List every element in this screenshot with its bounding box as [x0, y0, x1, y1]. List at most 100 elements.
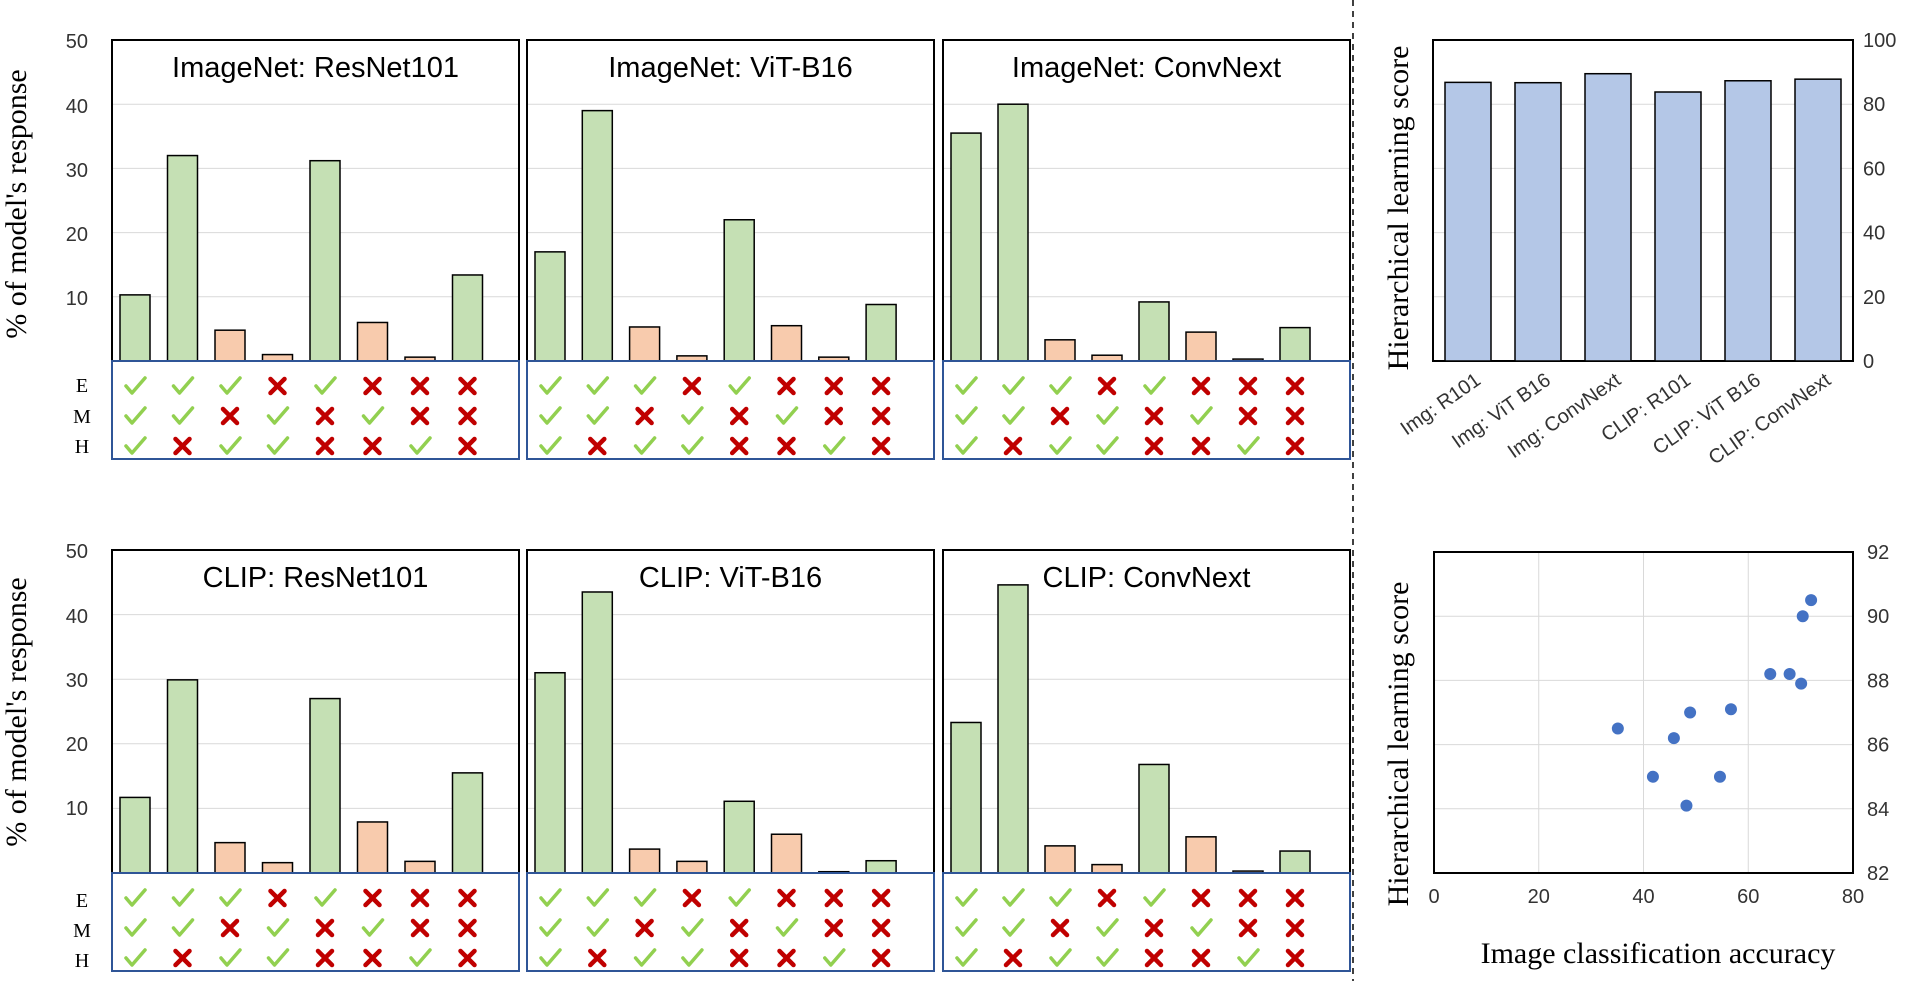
scatter-ytick: 90	[1867, 606, 1889, 628]
cross-icon	[871, 948, 891, 968]
check-icon	[728, 376, 751, 395]
cross-icon	[315, 948, 335, 968]
cross-icon	[777, 948, 796, 968]
check-icon	[361, 406, 385, 425]
cross-icon	[458, 918, 477, 938]
bar-4	[676, 860, 708, 874]
ylabel-top: % of model's response	[0, 69, 33, 339]
bar-6	[1185, 331, 1217, 362]
bar-5	[723, 800, 755, 874]
check-icon	[171, 406, 195, 425]
bar-8	[451, 274, 484, 362]
score-xtick: CLIP: ConvNext	[1705, 369, 1835, 470]
check-icon	[1237, 436, 1260, 455]
check-icon	[266, 436, 290, 455]
cross-icon	[1003, 948, 1023, 968]
scatter-xtick: 0	[1428, 886, 1439, 908]
check-icon	[219, 888, 242, 907]
row-label-e-top: E	[76, 375, 88, 397]
cross-icon	[1144, 406, 1164, 426]
cross-icon	[871, 888, 891, 908]
cross-icon	[824, 918, 844, 938]
check-icon	[266, 406, 290, 425]
bar-8	[1279, 326, 1311, 362]
score-bar-4	[1654, 91, 1702, 362]
bar-panel-3: ImageNet: ConvNext	[942, 39, 1351, 460]
row-label-m-bottom: M	[73, 920, 91, 942]
check-icon	[219, 436, 242, 455]
check-icon	[314, 376, 337, 395]
ytick-top-40: 40	[66, 96, 88, 118]
check-icon	[124, 406, 147, 425]
score-bar-5	[1724, 80, 1772, 362]
cross-icon	[315, 436, 335, 456]
cross-icon	[363, 376, 382, 396]
check-icon	[171, 918, 195, 937]
cross-icon	[1238, 888, 1258, 908]
bar-panel-5: CLIP: ViT-B16	[526, 549, 935, 972]
scatter-point-1	[1611, 722, 1624, 735]
cross-icon	[220, 918, 240, 938]
cross-icon	[220, 406, 240, 426]
check-icon	[219, 948, 242, 967]
scatter-point-10	[1795, 677, 1808, 690]
left-axes: % of model's response % of model's respo…	[0, 31, 91, 972]
score-ytick: 40	[1863, 223, 1885, 245]
scatter-xtick: 80	[1842, 886, 1864, 908]
bar-5	[1138, 301, 1170, 362]
cross-icon	[729, 948, 749, 968]
cross-icon	[1144, 436, 1164, 456]
cross-icon	[363, 436, 382, 456]
scatter-ytick: 92	[1867, 542, 1889, 564]
ytick-bottom-50: 50	[66, 541, 88, 563]
check-icon	[1002, 406, 1025, 425]
check-icon	[539, 406, 562, 425]
score-frame	[1432, 39, 1854, 362]
check-icon	[219, 376, 242, 395]
cross-icon	[729, 918, 749, 938]
cross-icon	[1050, 406, 1070, 426]
scatter-xtick: 40	[1632, 886, 1654, 908]
scatter-point-9	[1783, 667, 1796, 680]
ylabel-bottom: % of model's response	[0, 577, 33, 847]
bar-panel-2: ImageNet: ViT-B16	[526, 39, 935, 460]
check-icon	[1049, 888, 1072, 907]
check-icon	[539, 436, 562, 455]
check-icon	[1096, 406, 1119, 425]
score-ytick: 100	[1863, 30, 1896, 52]
ytick-top-20: 20	[66, 224, 88, 246]
bar-7	[404, 860, 436, 874]
score-ytick: 20	[1863, 287, 1885, 309]
row-label-h-bottom: H	[75, 950, 89, 972]
check-icon	[1096, 918, 1119, 937]
score-bar-6	[1794, 78, 1842, 362]
cross-icon	[173, 436, 192, 456]
check-icon	[361, 918, 385, 937]
row-label-e-bottom: E	[76, 890, 88, 912]
scatter-xtick: 20	[1528, 886, 1550, 908]
bar-3	[214, 841, 246, 874]
bar-panel-6: CLIP: ConvNext	[942, 549, 1351, 972]
cross-icon	[1238, 918, 1258, 938]
bar-1	[950, 721, 982, 874]
ytick-bottom-30: 30	[66, 670, 88, 692]
cross-icon	[315, 406, 335, 426]
check-icon	[1002, 376, 1025, 395]
check-icon	[775, 918, 799, 937]
check-icon	[1143, 376, 1166, 395]
cross-icon	[824, 376, 844, 396]
cross-icon	[682, 376, 702, 396]
cross-icon	[1285, 948, 1305, 968]
check-icon	[586, 376, 610, 395]
cross-icon	[588, 436, 607, 456]
check-icon	[1002, 888, 1025, 907]
check-icon	[1190, 406, 1213, 425]
cross-icon	[871, 406, 891, 426]
cross-icon	[458, 948, 477, 968]
check-icon	[266, 918, 290, 937]
cross-icon	[1285, 376, 1305, 396]
panel-title: ImageNet: ResNet101	[172, 52, 459, 84]
cross-icon	[315, 918, 335, 938]
ytick-bottom-20: 20	[66, 734, 88, 756]
cross-icon	[458, 436, 477, 456]
